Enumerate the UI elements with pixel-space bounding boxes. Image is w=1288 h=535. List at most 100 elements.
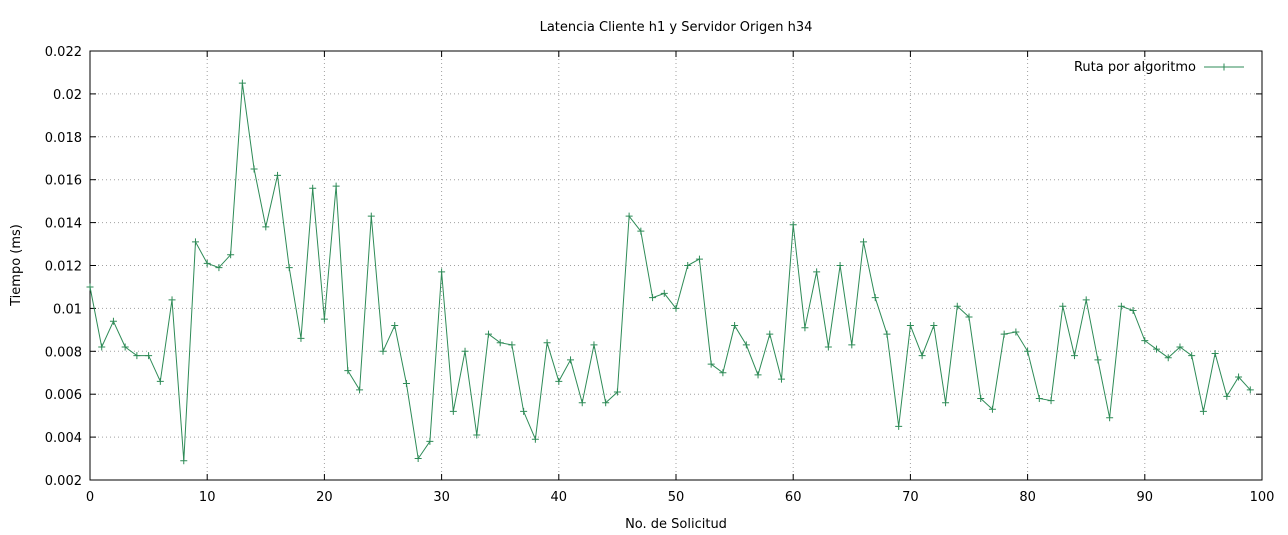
data-point-marker <box>379 347 387 355</box>
data-point-marker <box>731 322 739 330</box>
data-point-marker <box>567 356 575 364</box>
y-tick-label: 0.006 <box>45 388 82 403</box>
data-point-marker <box>848 341 856 349</box>
data-point-marker <box>895 422 903 430</box>
data-point-marker <box>742 341 750 349</box>
y-tick-label: 0.01 <box>53 302 82 317</box>
y-tick-label: 0.022 <box>45 45 82 60</box>
y-tick-label: 0.016 <box>45 174 82 189</box>
data-point-marker <box>168 296 176 304</box>
data-point-marker <box>813 268 821 276</box>
data-point-marker <box>461 347 469 355</box>
data-point-marker <box>133 352 141 360</box>
data-point-marker <box>356 386 364 394</box>
data-point-marker <box>777 375 785 383</box>
data-point-marker <box>754 371 762 379</box>
series-line <box>89 83 1251 461</box>
data-point-marker <box>684 262 692 269</box>
x-tick-label: 0 <box>86 490 94 505</box>
data-point-marker <box>883 330 891 338</box>
data-point-marker <box>1176 343 1184 351</box>
legend-label: Ruta por algoritmo <box>1074 60 1196 75</box>
axis-ticks: 0 10 20 30 40 50 60 70 80 90 100 0.002 0.004 0.006 0.0… <box>45 45 1275 505</box>
data-point-marker <box>1024 347 1032 355</box>
data-point-marker <box>1082 296 1090 304</box>
data-point-marker <box>344 367 352 375</box>
data-point-marker <box>203 259 211 267</box>
data-point-marker <box>1235 373 1243 381</box>
data-point-marker <box>121 343 129 351</box>
x-tick-label: 20 <box>316 490 333 505</box>
y-tick-label: 0.018 <box>45 131 82 146</box>
data-point-marker <box>1129 307 1137 315</box>
data-point-marker <box>953 302 961 310</box>
data-point-marker <box>1246 386 1254 394</box>
data-point-marker <box>860 238 868 246</box>
data-point-marker <box>297 334 305 342</box>
data-point-marker <box>426 437 434 445</box>
data-point-marker <box>1059 302 1067 310</box>
data-point-marker <box>1141 337 1149 345</box>
data-point-marker <box>965 313 973 321</box>
data-point-marker <box>719 369 727 377</box>
legend: Ruta por algoritmo <box>1074 60 1244 75</box>
data-point-marker <box>320 315 328 323</box>
x-axis-label: No. de Solicitud <box>625 517 727 532</box>
data-point-marker <box>613 388 621 396</box>
x-tick-label: 80 <box>1019 490 1036 505</box>
y-tick-label: 0.002 <box>45 474 82 489</box>
data-point-marker <box>473 431 481 439</box>
data-point-marker <box>438 268 446 276</box>
data-point-marker <box>449 407 457 415</box>
data-point-marker <box>543 339 551 347</box>
y-tick-label: 0.012 <box>45 260 82 275</box>
x-tick-label: 10 <box>199 490 216 505</box>
data-point-marker <box>484 330 492 338</box>
data-point-marker <box>555 377 563 385</box>
data-point-marker <box>1035 394 1043 402</box>
data-point-marker <box>496 339 504 347</box>
y-tick-label: 0.004 <box>45 431 82 446</box>
data-point-marker <box>1106 414 1114 422</box>
data-point-marker <box>871 294 879 302</box>
data-point-marker <box>789 221 797 229</box>
data-point-marker <box>637 227 645 235</box>
x-tick-label: 60 <box>785 490 802 505</box>
data-point-marker <box>1153 345 1161 353</box>
data-point-marker <box>86 283 94 291</box>
x-tick-label: 100 <box>1250 490 1275 505</box>
data-point-marker <box>508 341 516 349</box>
data-point-marker <box>520 407 528 415</box>
data-point-marker <box>262 223 270 231</box>
data-point-marker <box>801 324 809 332</box>
data-point-marker <box>215 264 223 272</box>
data-point-marker <box>531 435 539 443</box>
y-tick-label: 0.008 <box>45 345 82 360</box>
data-point-marker <box>977 394 985 402</box>
x-tick-label: 30 <box>433 490 450 505</box>
data-point-marker <box>672 304 680 312</box>
data-point-marker <box>1188 352 1196 360</box>
data-point-marker <box>625 212 633 220</box>
data-point-marker <box>238 79 246 87</box>
data-point-marker <box>1047 397 1055 405</box>
grid-lines <box>90 51 1262 480</box>
data-point-marker <box>285 264 293 272</box>
data-point-marker <box>332 182 340 190</box>
data-point-marker <box>1164 354 1172 362</box>
y-tick-label: 0.02 <box>53 88 82 103</box>
data-point-marker <box>602 399 610 407</box>
data-point-marker <box>414 455 422 463</box>
series-layer <box>86 79 1254 465</box>
data-point-marker <box>836 262 844 269</box>
data-point-marker <box>695 255 703 263</box>
data-point-marker <box>590 341 598 349</box>
x-tick-label: 50 <box>668 490 685 505</box>
data-point-marker <box>1094 356 1102 364</box>
data-point-marker <box>145 352 153 360</box>
data-point-marker <box>660 289 668 297</box>
chart-title: Latencia Cliente h1 y Servidor Origen h3… <box>540 20 813 35</box>
data-point-marker <box>109 317 117 325</box>
data-point-marker <box>1070 352 1078 360</box>
